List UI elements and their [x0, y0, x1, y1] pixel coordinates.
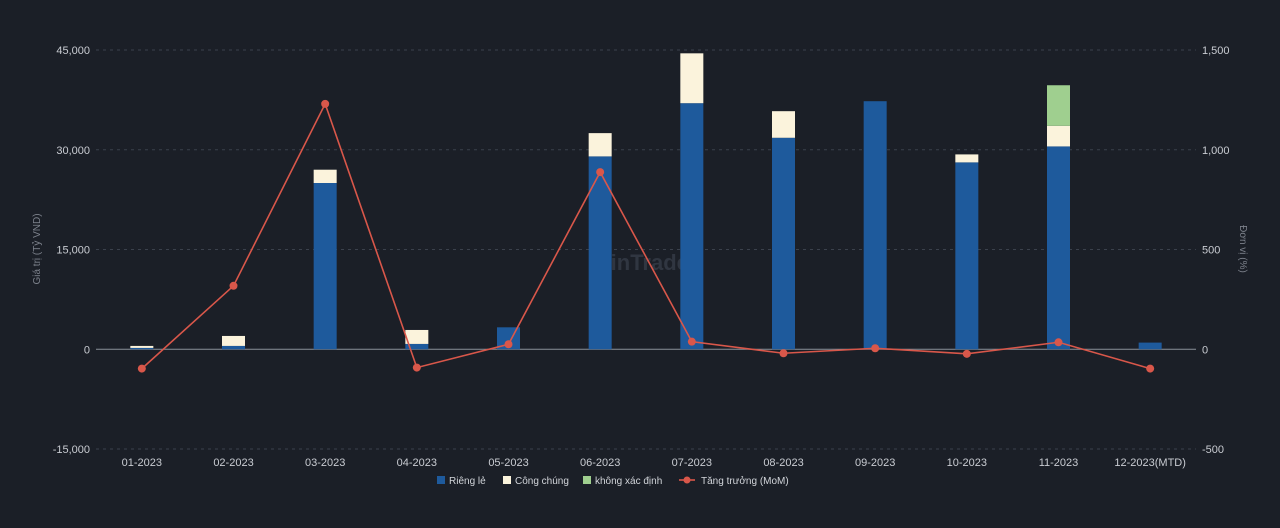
legend-swatch — [583, 476, 591, 484]
x-tick-label: 10-2023 — [947, 457, 987, 469]
bar-segment — [313, 183, 337, 350]
x-tick-label: 06-2023 — [580, 457, 620, 469]
y2-axis-title: Đơn vị (%) — [1237, 225, 1248, 273]
bar-segment — [313, 169, 337, 183]
bars-group — [130, 53, 1162, 350]
bar-segment — [130, 345, 154, 348]
legend-label: Tăng trưởng (MoM) — [701, 475, 789, 487]
y2-tick-label: 1,500 — [1202, 45, 1230, 57]
x-tick-label: 09-2023 — [855, 457, 895, 469]
y-tick-label: -15,000 — [53, 444, 90, 456]
bar-segment — [772, 137, 795, 350]
x-tick-label: 02-2023 — [213, 457, 253, 469]
x-tick-label: 04-2023 — [397, 457, 437, 469]
bar-segment — [680, 103, 704, 350]
right-axis-ticks: 1,500 1,000 500 0 -500 — [1202, 45, 1230, 456]
x-axis-ticks: 01-2023 02-2023 03-2023 04-2023 05-2023 06-20… — [122, 457, 1186, 469]
x-tick-label: 05-2023 — [488, 457, 528, 469]
legend-swatch — [437, 476, 445, 484]
growth-point — [229, 281, 238, 290]
legend-swatch — [503, 476, 511, 484]
y2-tick-label: 500 — [1202, 245, 1220, 257]
bar-segment — [1047, 125, 1070, 147]
y-tick-label: 45,000 — [56, 45, 90, 57]
bar-segment — [955, 162, 979, 350]
x-tick-label: 12-2023(MTD) — [1114, 457, 1186, 469]
bar-segment — [772, 111, 795, 138]
growth-point — [137, 364, 146, 373]
bar-segment — [130, 347, 154, 350]
growth-point — [871, 344, 880, 353]
bar-segment — [863, 101, 887, 350]
growth-line — [141, 101, 1151, 370]
bar-segment — [955, 154, 979, 163]
bar-segment — [1047, 146, 1070, 350]
bar-segment — [588, 133, 612, 157]
y-tick-label: 15,000 — [56, 245, 90, 257]
x-tick-label: 11-2023 — [1039, 457, 1079, 469]
x-tick-label: 01-2023 — [122, 457, 162, 469]
growth-point — [962, 349, 971, 358]
growth-point — [1054, 338, 1063, 347]
x-tick-label: 03-2023 — [305, 457, 345, 469]
legend-label: Công chúng — [515, 476, 569, 487]
growth-point — [412, 363, 421, 372]
bar-segment — [405, 343, 429, 350]
growth-line-group — [137, 99, 1155, 373]
legend-line-marker — [683, 476, 691, 484]
x-tick-label: 07-2023 — [672, 457, 712, 469]
y-axis-title: Giá trị (Tỷ VND) — [31, 213, 43, 284]
growth-point — [321, 99, 330, 108]
legend-label: không xác định — [595, 476, 662, 487]
y2-tick-label: -500 — [1202, 444, 1224, 456]
y2-tick-label: 0 — [1202, 344, 1208, 356]
y-tick-label: 30,000 — [56, 145, 90, 157]
legend-label: Riêng lẻ — [449, 476, 486, 487]
bar-segment — [1138, 342, 1162, 350]
left-axis-ticks: 45,000 30,000 15,000 0 -15,000 — [53, 45, 90, 456]
growth-point — [596, 168, 605, 177]
bar-segment — [588, 156, 612, 350]
y-tick-label: 0 — [84, 344, 90, 356]
bar-segment — [1047, 85, 1070, 126]
bar-segment — [222, 335, 245, 346]
bar-segment — [405, 329, 429, 344]
bar-segment — [222, 345, 245, 350]
x-tick-label: 08-2023 — [763, 457, 803, 469]
growth-point — [779, 349, 788, 358]
growth-point — [1146, 364, 1155, 373]
bar-segment — [680, 53, 704, 104]
growth-point — [504, 340, 513, 349]
y2-tick-label: 1,000 — [1202, 145, 1230, 157]
growth-point — [687, 337, 696, 346]
grid-lines — [96, 49, 1196, 450]
legend: Riêng lẻ Công chúng không xác định Tăng trư… — [437, 475, 789, 487]
